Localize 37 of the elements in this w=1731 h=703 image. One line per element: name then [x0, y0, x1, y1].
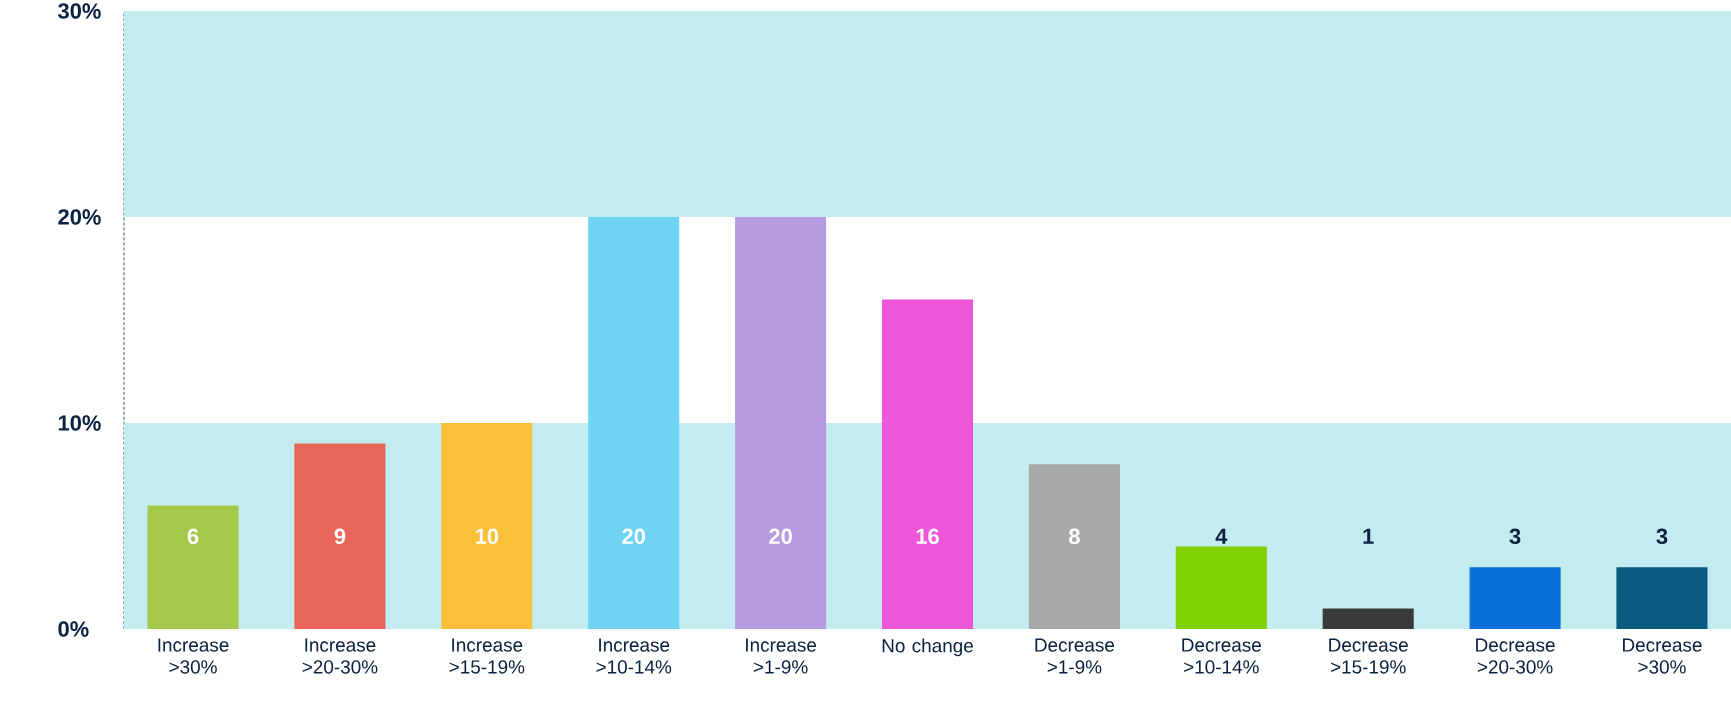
data-label: 20: [769, 528, 792, 545]
x-tick-label: Decrease >20-30%: [1476, 638, 1555, 674]
bar: [1322, 608, 1414, 629]
bar: [735, 217, 827, 629]
data-label: 4: [1215, 528, 1228, 544]
bar: [147, 505, 239, 629]
x-tick-label: Increase >20-30%: [302, 638, 378, 674]
bar: [588, 217, 680, 629]
bar: [1175, 546, 1267, 629]
data-label: 3: [1509, 528, 1521, 545]
x-tick-label: No change: [882, 638, 973, 657]
data-label: 16: [916, 528, 939, 545]
x-tick-label: Increase >1-9%: [746, 638, 817, 674]
data-label: 6: [187, 528, 199, 545]
y-tick-label: 0%: [58, 621, 89, 637]
x-tick-label: Increase >30%: [158, 638, 229, 674]
bar: [441, 423, 533, 629]
data-label: 9: [334, 528, 346, 545]
data-label: 8: [1069, 528, 1080, 545]
data-label: 1: [1363, 528, 1374, 544]
x-tick-label: Increase >15-19%: [449, 638, 525, 674]
x-tick-label: Decrease >10-14%: [1182, 638, 1261, 674]
data-label: 20: [622, 528, 646, 545]
bar: [1469, 567, 1561, 629]
bar: [1028, 464, 1120, 629]
y-tick-label: 10%: [58, 415, 101, 431]
y-tick-label: 30%: [58, 3, 101, 19]
y-tick-label: 20%: [58, 209, 101, 225]
x-tick-label: Decrease >30%: [1623, 638, 1702, 674]
bar: [881, 299, 974, 629]
x-tick-label: Decrease >15-19%: [1329, 638, 1408, 674]
data-label: 10: [476, 528, 499, 545]
bar: [1616, 567, 1708, 629]
data-label: 3: [1656, 528, 1668, 545]
x-tick-label: Decrease >1-9%: [1035, 638, 1115, 674]
x-tick-label: Increase >10-14%: [596, 638, 672, 674]
bar: [294, 443, 386, 629]
